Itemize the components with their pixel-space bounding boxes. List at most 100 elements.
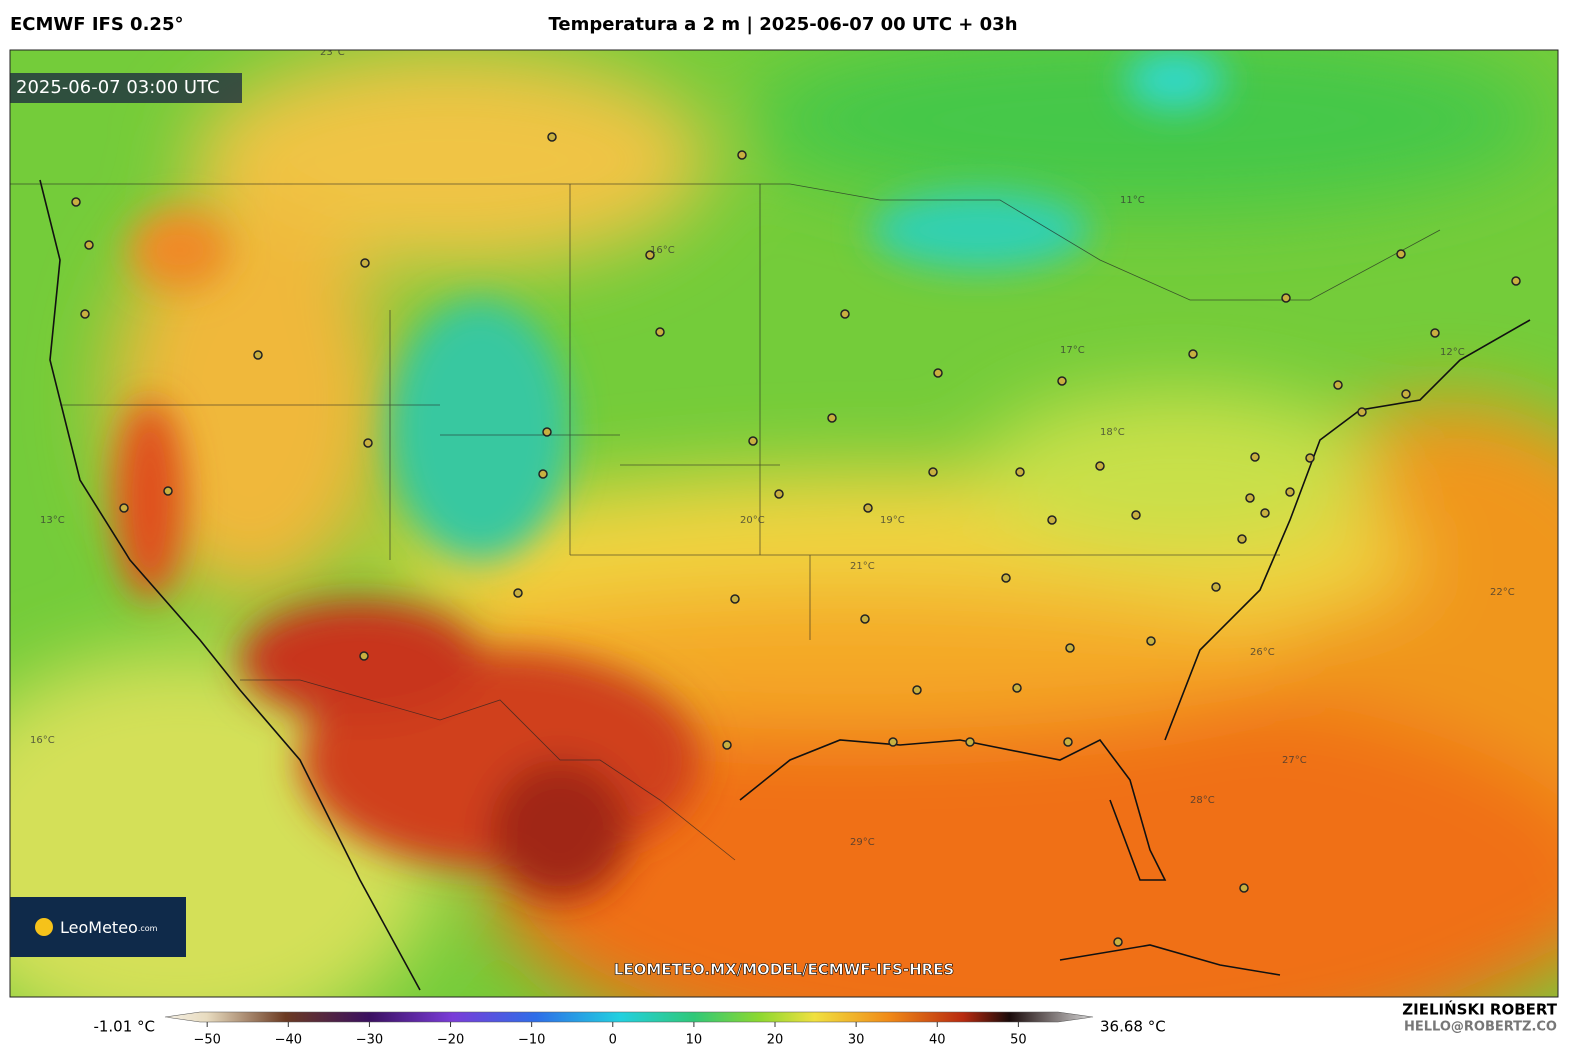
city-dot — [1237, 534, 1247, 544]
source-url: LEOMETEO.MX/MODEL/ECMWF-IFS-HRES — [614, 961, 954, 979]
city-dot — [119, 503, 129, 513]
city-dot — [253, 350, 263, 360]
city-dot — [1211, 582, 1221, 592]
city-dot — [1095, 461, 1105, 471]
city-dot — [888, 737, 898, 747]
colorbar-tick-label: −20 — [437, 1033, 464, 1048]
colorbar-tick-label: 30 — [848, 1033, 865, 1048]
city-dot — [1430, 328, 1440, 338]
contour-label: 27°C — [1282, 755, 1307, 766]
city-dot — [730, 594, 740, 604]
model-name: ECMWF IFS 0.25° — [10, 14, 183, 35]
city-dot — [645, 250, 655, 260]
city-dot — [1131, 510, 1141, 520]
map-title: Temperatura a 2 m | 2025-06-07 00 UTC + … — [548, 14, 1017, 35]
city-dot — [1113, 937, 1123, 947]
city-dot — [1305, 453, 1315, 463]
city-dot — [1001, 573, 1011, 583]
city-dot — [1063, 737, 1073, 747]
timestamp-box — [10, 73, 242, 103]
colorbar-ramp — [164, 1011, 1094, 1023]
city-dot — [1146, 636, 1156, 646]
city-dot — [1057, 376, 1067, 386]
logo-text: LeoMeteo.com — [60, 918, 158, 937]
contour-label: 18°C — [1100, 427, 1125, 438]
contour-label: 12°C — [1440, 347, 1465, 358]
colorbar-tick-label: 50 — [1010, 1033, 1027, 1048]
colorbar-tick-label: −30 — [356, 1033, 383, 1048]
city-dot — [163, 486, 173, 496]
city-dot — [965, 737, 975, 747]
city-dot — [359, 651, 369, 661]
city-dot — [360, 258, 370, 268]
city-dot — [1065, 643, 1075, 653]
city-dot — [863, 503, 873, 513]
contour-label: 11°C — [1120, 195, 1145, 206]
temperature-field: 2025-06-07 03:00 UTC LeoMeteo.com LEOMET… — [10, 47, 1558, 997]
contour-label: 13°C — [40, 515, 65, 526]
city-dot — [1285, 487, 1295, 497]
min-value: -1.01 °C — [93, 1018, 155, 1036]
city-dot — [1188, 349, 1198, 359]
city-dot — [547, 132, 557, 142]
colorbar-tick-label: 0 — [609, 1033, 617, 1048]
city-dot — [748, 436, 758, 446]
city-dot — [1281, 293, 1291, 303]
city-dot — [1401, 389, 1411, 399]
contour-label: 16°C — [650, 245, 675, 256]
city-dot — [1239, 883, 1249, 893]
colorbar-tick-label: 10 — [686, 1033, 703, 1048]
contour-label: 21°C — [850, 561, 875, 572]
city-dot — [928, 467, 938, 477]
city-dot — [1511, 276, 1521, 286]
logo-sun — [35, 918, 53, 936]
city-dot — [1357, 407, 1367, 417]
contour-label: 23°C — [320, 47, 345, 58]
contour-label: 26°C — [1250, 647, 1275, 658]
colorbar-tick-label: −40 — [275, 1033, 302, 1048]
contour-label: 20°C — [740, 515, 765, 526]
city-dot — [827, 413, 837, 423]
city-dot — [1333, 380, 1343, 390]
city-dot — [1260, 508, 1270, 518]
max-value: 36.68 °C — [1100, 1018, 1166, 1036]
city-dot — [513, 588, 523, 598]
city-dot — [933, 368, 943, 378]
city-dot — [1250, 452, 1260, 462]
city-dot — [363, 438, 373, 448]
contour-label: 22°C — [1490, 587, 1515, 598]
map-frame — [9, 49, 1559, 998]
timestamp: 2025-06-07 03:00 UTC — [16, 77, 220, 98]
contour-label: 28°C — [1190, 795, 1215, 806]
colorbar-tick-label: −10 — [518, 1033, 545, 1048]
city-dot — [538, 469, 548, 479]
city-dot — [722, 740, 732, 750]
colorbar-tick-label: −50 — [193, 1033, 220, 1048]
city-dot — [860, 614, 870, 624]
city-dot — [1047, 515, 1057, 525]
city-dot — [737, 150, 747, 160]
city-dot — [542, 427, 552, 437]
city-dot — [1012, 683, 1022, 693]
colorbar-tick-label: 20 — [767, 1033, 784, 1048]
contour-label: 29°C — [850, 837, 875, 848]
credit-name: ZIELIŃSKI ROBERT — [1402, 1000, 1557, 1019]
city-dot — [71, 197, 81, 207]
city-dot — [84, 240, 94, 250]
city-dot — [912, 685, 922, 695]
city-markers — [71, 132, 1521, 947]
credit-email: HELLO@ROBERTZ.CO — [1404, 1020, 1557, 1035]
city-dot — [80, 309, 90, 319]
city-dot — [1245, 493, 1255, 503]
colorbar: −50 −40 −30 −20 −10 0 10 20 30 40 50 — [164, 1011, 1094, 1048]
city-dot — [655, 327, 665, 337]
city-dot — [1396, 249, 1406, 259]
contour-label: 16°C — [30, 735, 55, 746]
city-dot — [840, 309, 850, 319]
city-dot — [1015, 467, 1025, 477]
coastlines — [39, 179, 1531, 991]
contour-label: 19°C — [880, 515, 905, 526]
colorbar-tick-label: 40 — [929, 1033, 946, 1048]
city-dot — [774, 489, 784, 499]
